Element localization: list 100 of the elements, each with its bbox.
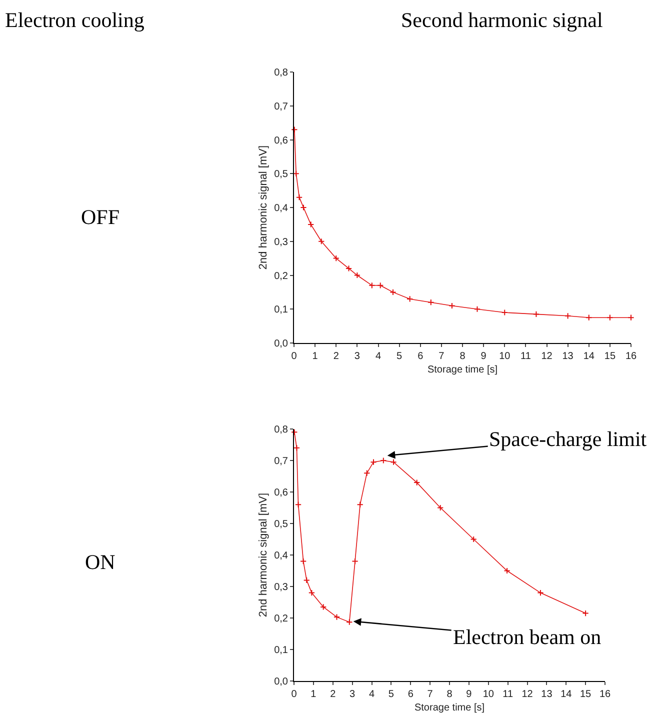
- point: [532, 310, 540, 318]
- point: [504, 567, 510, 574]
- x-tick-label: 6: [408, 689, 414, 700]
- y-tick-label: 0,6: [274, 135, 288, 146]
- point: [345, 265, 352, 272]
- x-tick-label: 2: [333, 351, 340, 362]
- x-tick-label: 7: [438, 351, 445, 362]
- x-tick-label: 2: [330, 689, 336, 700]
- x-tick-label: 13: [541, 689, 553, 700]
- x-tick-label: 3: [354, 351, 360, 362]
- y-tick-label: 0,4: [274, 203, 288, 214]
- y-tick-label: 0,2: [274, 614, 288, 624]
- x-tick-label: 0: [291, 689, 298, 700]
- x-tick-label: 15: [604, 351, 616, 362]
- point: [354, 272, 360, 279]
- x-tick-label: 11: [520, 351, 532, 362]
- point: [437, 504, 444, 512]
- x-tick-label: 4: [368, 689, 375, 700]
- x-tick-label: 7: [427, 689, 434, 700]
- y-tick-label: 0,6: [274, 488, 288, 498]
- x-tick-label: 4: [375, 351, 382, 362]
- y-tick-label: 0,7: [274, 101, 288, 112]
- x-tick-label: 5: [396, 351, 403, 362]
- y-tick-label: 0,2: [274, 270, 288, 282]
- point: [537, 590, 544, 596]
- y-tick-label: 0,1: [274, 304, 288, 316]
- point: [377, 282, 384, 289]
- y-tick-label: 0,8: [274, 68, 288, 78]
- point: [300, 558, 307, 565]
- x-tick-label: 16: [625, 351, 637, 362]
- point: [474, 306, 481, 312]
- point: [501, 309, 508, 316]
- x-tick-label: 1: [310, 689, 317, 700]
- x-tick-label: 8: [446, 689, 453, 700]
- point: [356, 501, 364, 508]
- point: [364, 470, 370, 476]
- point: [564, 312, 572, 320]
- x-tick-label: 6: [418, 351, 424, 362]
- point: [332, 255, 340, 262]
- point: [346, 618, 353, 626]
- y-tick-label: 0,0: [274, 676, 288, 688]
- x-axis-title: Storage time [s]: [414, 702, 485, 714]
- x-tick-label: 14: [560, 689, 572, 700]
- x-tick-label: 3: [350, 689, 356, 700]
- x-tick-label: 11: [502, 689, 514, 700]
- text: ON: [85, 550, 116, 574]
- point: [448, 302, 456, 310]
- point: [308, 221, 314, 228]
- x-tick-label: 13: [562, 351, 574, 362]
- x-tick-label: 9: [466, 689, 472, 700]
- y-tick-label: 0,7: [274, 456, 288, 467]
- point: [470, 536, 477, 543]
- x-tick-label: 5: [388, 689, 394, 700]
- point: [606, 314, 614, 321]
- point: [303, 576, 310, 584]
- text: Electron cooling: [5, 8, 145, 32]
- point: [380, 457, 387, 464]
- y-tick-label: 0,0: [274, 338, 288, 350]
- annotation: Space-charge limit: [489, 427, 647, 451]
- y-tick-label: 0,4: [274, 550, 288, 562]
- point: [318, 238, 325, 245]
- y-tick-label: 0,5: [274, 519, 288, 530]
- y-tick-label: 0,3: [274, 236, 288, 248]
- x-tick-label: 14: [583, 351, 595, 362]
- point: [352, 558, 358, 565]
- x-tick-label: 0: [291, 351, 298, 362]
- y-axis-title: 2nd harmonic signal [mV]: [258, 492, 270, 618]
- point: [308, 590, 315, 596]
- x-tick-label: 12: [541, 351, 553, 362]
- text: OFF: [81, 205, 120, 229]
- point: [333, 614, 340, 620]
- point: [390, 458, 397, 466]
- x-tick-label: 10: [482, 689, 494, 700]
- point: [293, 444, 300, 452]
- y-tick-label: 0,5: [274, 169, 288, 180]
- x-tick-label: 9: [480, 351, 487, 362]
- point: [586, 314, 592, 321]
- y-tick-label: 0,1: [274, 645, 288, 656]
- x-tick-label: 12: [522, 689, 534, 700]
- point: [294, 501, 302, 508]
- point: [414, 479, 420, 486]
- x-tick-label: 16: [599, 689, 611, 700]
- x-tick-label: 10: [499, 351, 511, 362]
- x-tick-label: 1: [312, 351, 318, 362]
- point: [390, 288, 396, 296]
- point: [370, 458, 377, 466]
- x-tick-label: 15: [580, 689, 592, 700]
- y-axis-title: 2nd harmonic signal [mV]: [258, 145, 270, 270]
- y-tick-label: 0,8: [274, 424, 288, 436]
- point: [368, 282, 376, 289]
- text: Second harmonic signal: [401, 8, 603, 32]
- point: [406, 296, 414, 302]
- point: [428, 299, 434, 306]
- x-tick-label: 8: [460, 351, 466, 362]
- point: [300, 204, 307, 211]
- point: [296, 194, 303, 201]
- annotation: Electron beam on: [453, 625, 602, 649]
- x-axis-title: Storage time [s]: [427, 364, 498, 376]
- y-tick-label: 0,3: [274, 582, 288, 593]
- point: [320, 604, 327, 610]
